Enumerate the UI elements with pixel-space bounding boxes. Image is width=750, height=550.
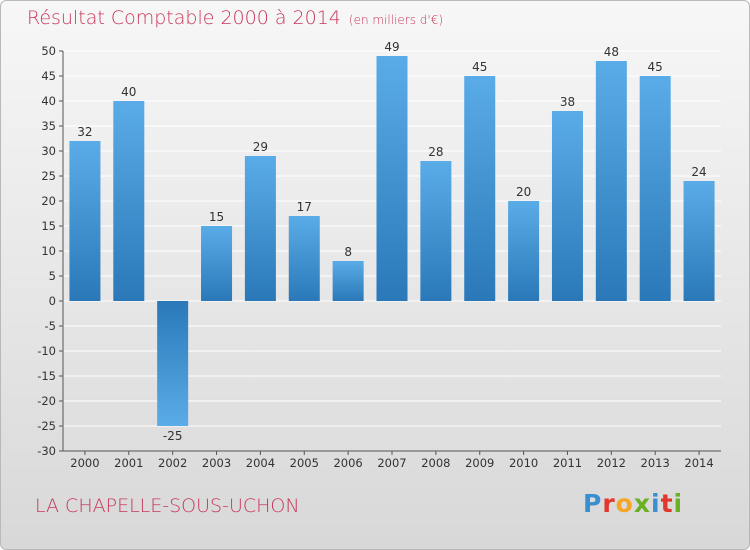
data-label-2001: 40 <box>121 85 136 99</box>
y-tick-label: 25 <box>41 169 56 183</box>
bar-2000 <box>69 141 101 301</box>
x-tick-label-2012: 2012 <box>597 456 626 470</box>
data-label-2000: 32 <box>77 125 92 139</box>
brand-letter: i <box>673 489 684 518</box>
data-label-2014: 24 <box>691 165 706 179</box>
x-tick-label-2006: 2006 <box>333 456 362 470</box>
x-tick-label-2014: 2014 <box>684 456 713 470</box>
brand-letter: i <box>651 489 661 518</box>
bar-2002 <box>157 301 189 426</box>
x-tick-label-2004: 2004 <box>246 456 275 470</box>
chart-title-text: Résultat Comptable 2000 à 2014 <box>27 7 341 29</box>
x-tick-label-2007: 2007 <box>377 456 406 470</box>
x-tick-label-2003: 2003 <box>202 456 231 470</box>
y-tick-label: -25 <box>37 419 56 433</box>
y-tick-label: 10 <box>41 244 56 258</box>
data-label-2004: 29 <box>253 140 268 154</box>
y-tick-label: 50 <box>41 44 56 58</box>
data-label-2010: 20 <box>516 185 531 199</box>
bars <box>69 56 715 426</box>
commune-name: LA CHAPELLE-SOUS-UCHON <box>35 495 300 517</box>
y-tick-label: 5 <box>49 269 56 283</box>
brand-letter: o <box>615 489 634 518</box>
bar-2012 <box>595 61 627 301</box>
data-label-2009: 45 <box>472 60 487 74</box>
bar-2008 <box>420 161 452 301</box>
x-tick-label-2001: 2001 <box>114 456 143 470</box>
axes <box>59 50 721 455</box>
brand-letter: t <box>660 489 674 518</box>
brand-letter: r <box>602 489 616 518</box>
bar-2014 <box>683 181 715 301</box>
x-tick-label-2008: 2008 <box>421 456 450 470</box>
bar-2005 <box>288 216 320 301</box>
data-label-2007: 49 <box>384 40 399 54</box>
y-tick-label: -15 <box>37 369 56 383</box>
data-label-2012: 48 <box>604 45 619 59</box>
bar-2011 <box>551 111 583 301</box>
bar-2013 <box>639 76 671 301</box>
y-tick-label: 35 <box>41 119 56 133</box>
labels: 50454035302520151050-5-10-15-20-25-30322… <box>37 40 714 470</box>
bar-2010 <box>508 201 540 301</box>
y-tick-label: 0 <box>49 294 56 308</box>
data-label-2005: 17 <box>297 200 312 214</box>
bar-2003 <box>201 226 233 301</box>
x-tick-label-2002: 2002 <box>158 456 187 470</box>
brand-letter: P <box>583 489 603 518</box>
data-label-2002: -25 <box>163 429 183 443</box>
y-tick-label: -5 <box>45 319 56 333</box>
chart-unit-text: (en milliers d'€) <box>348 13 444 27</box>
x-tick-label-2013: 2013 <box>641 456 670 470</box>
x-tick-label-2000: 2000 <box>70 456 99 470</box>
y-tick-label: 40 <box>41 94 56 108</box>
x-tick-label-2010: 2010 <box>509 456 538 470</box>
data-label-2003: 15 <box>209 210 224 224</box>
proxiti-logo: Proxiti <box>583 489 683 518</box>
brand-letter: x <box>633 489 651 518</box>
y-tick-label: 20 <box>41 194 56 208</box>
data-label-2013: 45 <box>648 60 663 74</box>
y-tick-label: -30 <box>37 444 56 458</box>
bar-2007 <box>376 56 408 301</box>
x-tick-label-2009: 2009 <box>465 456 494 470</box>
y-tick-label: 30 <box>41 144 56 158</box>
y-tick-label: 45 <box>41 69 56 83</box>
y-tick-label: 15 <box>41 219 56 233</box>
chart-title: Résultat Comptable 2000 à 2014 (en millie… <box>27 7 443 29</box>
bar-2001 <box>113 101 145 301</box>
bar-2004 <box>244 156 276 301</box>
y-tick-label: -10 <box>37 344 56 358</box>
x-tick-label-2011: 2011 <box>553 456 582 470</box>
data-label-2006: 8 <box>344 245 352 259</box>
x-tick-label-2005: 2005 <box>290 456 319 470</box>
bar-2009 <box>464 76 496 301</box>
bar-2006 <box>332 261 364 301</box>
data-label-2011: 38 <box>560 95 575 109</box>
data-label-2008: 28 <box>428 145 443 159</box>
y-tick-label: -20 <box>37 394 56 408</box>
